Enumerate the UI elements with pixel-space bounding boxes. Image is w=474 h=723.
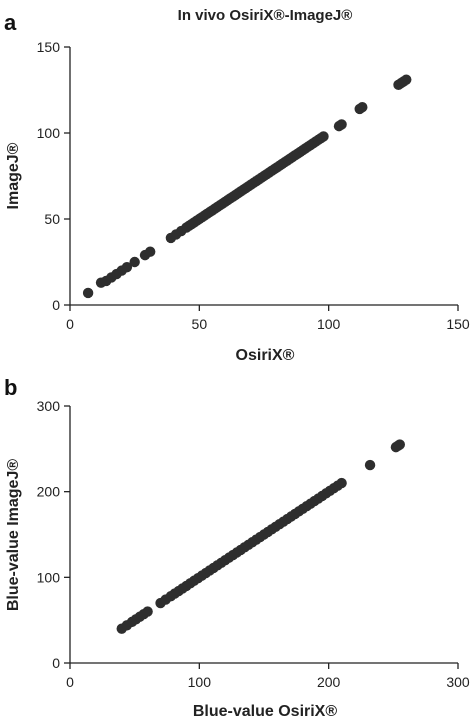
x-axis-label-a: OsiriX®	[236, 347, 295, 364]
scatter-points-b	[116, 439, 405, 634]
x-tick-label: 100	[317, 316, 341, 332]
y-tick-label: 0	[52, 655, 60, 671]
x-axis-label-b: Blue-value OsiriX®	[193, 703, 337, 720]
panel-b: b Blue-value OsiriX® Blue-value ImageJ® …	[4, 375, 470, 720]
data-point	[144, 246, 156, 257]
y-tick-label: 300	[37, 398, 61, 414]
x-tick-label: 50	[192, 316, 208, 332]
scatter-points-a	[82, 74, 412, 299]
y-tick-label: 100	[37, 569, 61, 585]
data-point	[401, 74, 412, 85]
data-point	[318, 131, 329, 142]
y-tick-label: 200	[37, 484, 61, 500]
y-tick-label: 100	[37, 125, 61, 141]
panel-letter-b: b	[4, 375, 17, 400]
x-tick-label: 0	[66, 674, 74, 690]
data-point	[82, 287, 94, 299]
data-point	[336, 119, 347, 130]
y-tick-label: 0	[52, 297, 60, 313]
panel-letter-a: a	[4, 10, 17, 35]
x-tick-label: 300	[446, 674, 470, 690]
y-axis-label-b: Blue-value ImageJ®	[5, 459, 22, 612]
axes-b: 0 100 200 300 0 100 200 300	[37, 398, 470, 690]
axes-a: 0 50 100 150 0 50 100 150	[37, 39, 470, 332]
chart-title-a: In vivo OsiriX®-ImageJ®	[178, 7, 353, 24]
panel-a: a In vivo OsiriX®-ImageJ® OsiriX® ImageJ…	[4, 7, 470, 364]
y-axis-label-a: ImageJ®	[5, 142, 22, 209]
data-point	[129, 256, 140, 268]
data-point	[142, 606, 153, 617]
x-tick-label: 150	[446, 316, 470, 332]
x-tick-label: 100	[188, 674, 212, 690]
data-point	[336, 477, 347, 489]
x-tick-label: 200	[317, 674, 341, 690]
y-tick-label: 50	[44, 211, 60, 227]
data-point	[357, 102, 368, 113]
data-point	[121, 261, 133, 273]
data-point	[394, 439, 405, 450]
y-tick-label: 150	[37, 39, 61, 55]
x-tick-label: 0	[66, 316, 74, 332]
data-point	[364, 459, 376, 471]
